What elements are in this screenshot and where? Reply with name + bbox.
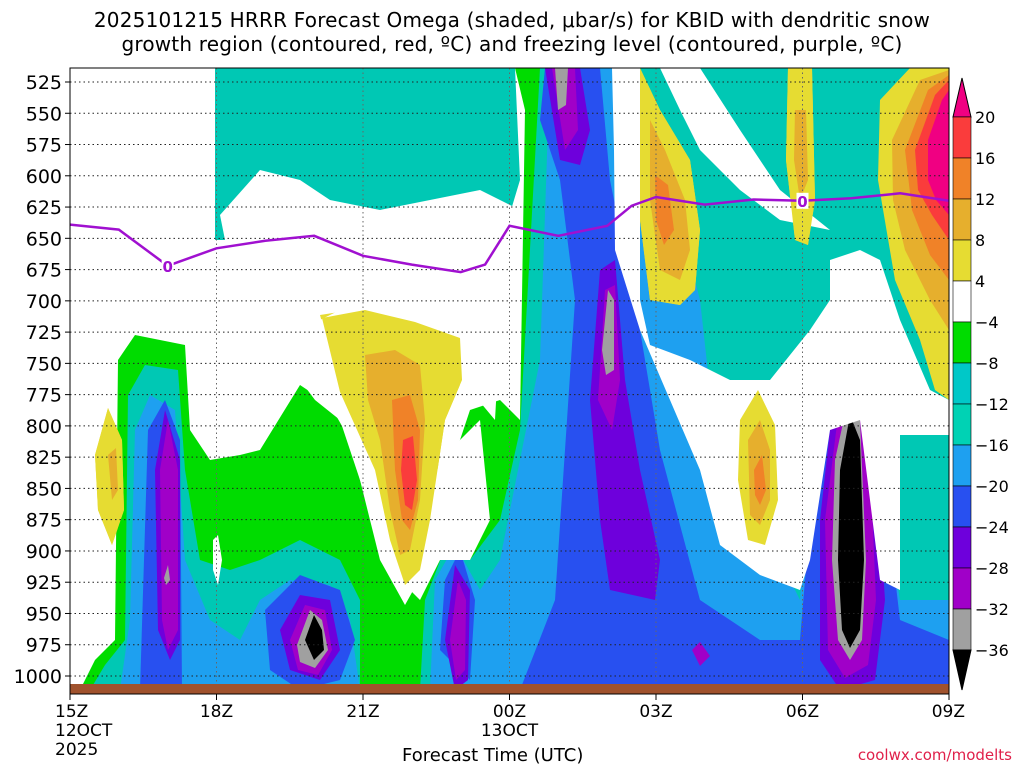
y-axis: 525 550 575 600 625 650 675 700 725 750 775 800 825 8…	[14, 72, 70, 688]
freezing-level-label: 0	[797, 193, 807, 211]
freezing-level-label: 0	[162, 258, 172, 276]
x-tick-label: 18Z	[200, 702, 233, 722]
omega-band-plus4-16z-top	[95, 408, 124, 545]
colorbar-band	[952, 116, 972, 159]
y-tick-label: 975	[26, 635, 62, 657]
x-tick-label: 21Z	[346, 702, 379, 722]
y-tick-label: 850	[26, 478, 62, 500]
colorbar-band	[952, 608, 972, 651]
colorbar-label: −28	[975, 559, 1009, 578]
omega-band-plus20-09z	[928, 90, 949, 215]
y-tick-label: 925	[26, 572, 62, 594]
colorbar-label: −8	[975, 354, 999, 373]
y-tick-label: 900	[26, 541, 62, 563]
y-tick-label: 525	[26, 72, 62, 94]
freezing-level-contour	[70, 192, 949, 274]
omega-white-right-flow	[660, 68, 830, 230]
freezing-level-label-bg	[161, 257, 174, 274]
y-tick-label: 750	[26, 353, 62, 375]
colorbar-band	[952, 485, 972, 528]
colorbar: 20 16 12 8 4 −4 −8 −12 −16 −20 −24 −28 −32 −36	[952, 77, 1009, 691]
colorbar-label: −4	[975, 313, 999, 332]
colorbar-label: 12	[975, 190, 995, 209]
omega-band-plus12-05z-top	[754, 455, 766, 505]
colorbar-label: 8	[975, 231, 985, 250]
site-credit[interactable]: coolwx.com/modelts	[857, 746, 1012, 764]
omega-band-plus8-06z-top	[794, 110, 808, 200]
omega-band-plus12-03z-top	[655, 175, 674, 245]
y-tick-label: 1000	[14, 666, 62, 688]
y-tick-label: 625	[26, 197, 62, 219]
colorbar-label: −20	[975, 477, 1009, 496]
y-tick-label: 650	[26, 228, 62, 250]
colorbar-label: −16	[975, 436, 1009, 455]
omega-band-plus8-16z-top	[108, 448, 118, 500]
y-tick-label: 700	[26, 291, 62, 313]
colorbar-label: −24	[975, 518, 1009, 537]
colorbar-top-arrow	[952, 77, 972, 118]
colorbar-label: 20	[975, 108, 995, 127]
colorbar-band	[952, 362, 972, 405]
x-tick-label: 03Z	[639, 702, 672, 722]
y-tick-label: 575	[26, 135, 62, 157]
colorbar-band	[952, 157, 972, 200]
ground-surface-bar	[70, 684, 949, 694]
x-tick-date-label: 13OCT	[481, 721, 539, 741]
x-tick-label: 09Z	[932, 702, 965, 722]
colorbar-band	[952, 280, 972, 323]
colorbar-band	[952, 239, 972, 282]
x-axis-title: Forecast Time (UTC)	[402, 745, 584, 766]
y-tick-label: 675	[26, 260, 62, 282]
omega-white-upper	[220, 170, 520, 255]
x-tick-label: 00Z	[493, 702, 526, 722]
colorbar-band	[952, 444, 972, 487]
omega-white-right-top	[612, 68, 949, 590]
colorbar-label: 16	[975, 149, 995, 168]
omega-band-plus16-22z-top	[401, 436, 417, 510]
chart-title-line-1: 2025101215 HRRR Forecast Omega (shaded, …	[93, 8, 931, 32]
colorbar-label: −32	[975, 600, 1009, 619]
y-tick-label: 875	[26, 510, 62, 532]
x-tick-year-label: 2025	[55, 740, 98, 760]
y-tick-label: 550	[26, 103, 62, 125]
colorbar-band	[952, 567, 972, 610]
x-tick-date-label: 12OCT	[55, 721, 113, 741]
x-tick-label: 15Z	[55, 702, 88, 722]
colorbar-band	[952, 526, 972, 569]
y-tick-label: 825	[26, 447, 62, 469]
colorbar-label: −36	[975, 641, 1009, 660]
y-tick-label: 950	[26, 603, 62, 625]
colorbar-band	[952, 321, 972, 364]
y-tick-label: 725	[26, 322, 62, 344]
y-tick-label: 600	[26, 166, 62, 188]
freezing-level-label-bg	[796, 192, 809, 209]
y-tick-label: 800	[26, 416, 62, 438]
chart-title-line-2: growth region (contoured, red, ºC) and f…	[121, 32, 903, 56]
colorbar-band	[952, 198, 972, 241]
grid-lines	[70, 68, 949, 692]
omega-shading	[80, 68, 949, 690]
x-tick-label: 06Z	[786, 702, 819, 722]
freezing-level-labels: 00	[161, 192, 809, 276]
colorbar-label: −12	[975, 395, 1009, 414]
omega-white-left	[213, 535, 222, 585]
colorbar-band	[952, 403, 972, 446]
colorbar-label: 4	[975, 272, 985, 291]
y-tick-label: 775	[26, 385, 62, 407]
colorbar-bottom-arrow	[952, 649, 972, 691]
